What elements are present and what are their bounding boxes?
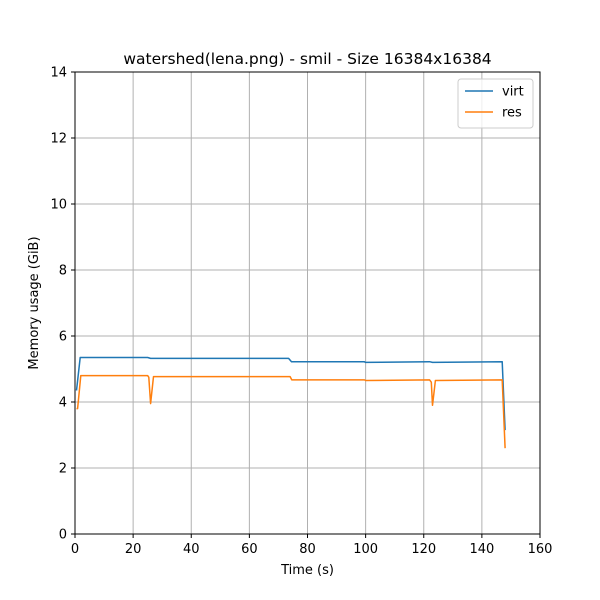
y-tick-label: 6 (59, 330, 67, 345)
y-tick-label: 14 (50, 66, 67, 81)
chart-title: watershed(lena.png) - smil - Size 16384x… (123, 50, 491, 68)
y-axis-label: Memory usage (GiB) (27, 236, 42, 369)
series-line-res (76, 374, 506, 449)
x-tick-label: 80 (299, 542, 316, 557)
legend: virt res (457, 78, 534, 129)
legend-label-res: res (502, 106, 522, 121)
y-tick-label: 2 (59, 462, 67, 477)
x-tick-label: 120 (411, 542, 436, 557)
axis-ticks: 0 20 40 60 80 100 120 140 160 0 2 4 6 8 10 12 14 (50, 66, 552, 558)
x-tick-label: 20 (125, 542, 142, 557)
y-tick-label: 8 (59, 264, 67, 279)
series-lines (75, 356, 506, 449)
x-axis-label: Time (s) (280, 563, 334, 578)
series-line-virt (75, 356, 506, 431)
x-tick-label: 160 (528, 542, 553, 557)
y-tick-label: 4 (59, 396, 67, 411)
y-tick-label: 10 (50, 198, 67, 213)
x-tick-label: 60 (241, 542, 258, 557)
x-tick-label: 0 (71, 542, 79, 557)
y-tick-label: 0 (59, 528, 67, 543)
x-tick-label: 140 (469, 542, 494, 557)
x-tick-label: 100 (353, 542, 378, 557)
x-tick-label: 40 (183, 542, 200, 557)
y-tick-label: 12 (50, 132, 67, 147)
legend-label-virt: virt (502, 85, 524, 100)
